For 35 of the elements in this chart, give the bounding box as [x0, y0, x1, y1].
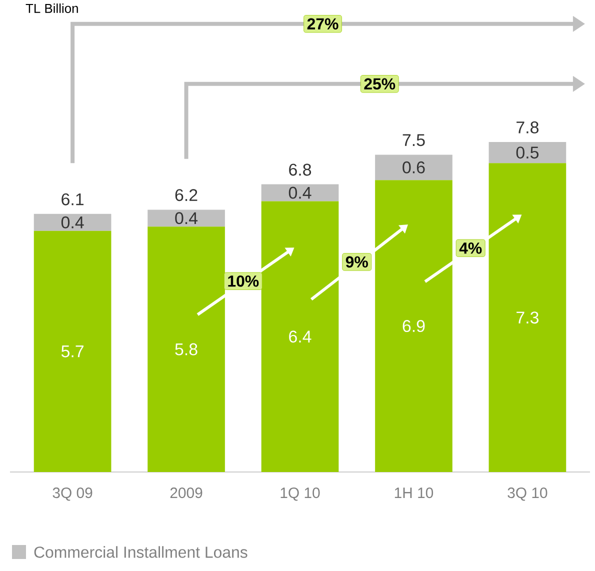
- total-label: 7.8: [516, 121, 538, 134]
- bar: [488, 142, 566, 164]
- total-label: 6.1: [62, 193, 84, 206]
- bar: [375, 154, 452, 180]
- data-label: 0.4: [61, 216, 84, 228]
- x-tick-label: 1H 10: [394, 488, 434, 498]
- text: TL Billion: [26, 4, 78, 14]
- data-label: 6.4: [289, 330, 312, 343]
- text: 27%: [307, 18, 338, 30]
- bar: [34, 230, 112, 472]
- data-label: 6.9: [402, 320, 425, 332]
- data-label: 5.8: [175, 343, 198, 356]
- x-tick-label: 3Q 09: [52, 488, 92, 501]
- x-tick-label: 3Q 10: [508, 488, 548, 501]
- annotation: 9%: [346, 256, 368, 268]
- bar: [34, 214, 112, 231]
- total-label: 6.8: [289, 164, 312, 176]
- x-tick-label: 1Q 10: [280, 488, 320, 501]
- data-label: 0.6: [402, 161, 425, 174]
- total-label: 6.2: [175, 189, 198, 202]
- data-label: 0.5: [516, 146, 539, 159]
- data-label: 0.4: [288, 186, 312, 199]
- bar: [261, 184, 339, 202]
- data-label: 0.4: [175, 212, 198, 224]
- data-label: 5.7: [61, 346, 84, 358]
- bar: [488, 163, 566, 472]
- text: 25%: [364, 78, 396, 90]
- annotation: 10%: [228, 275, 259, 287]
- total-label: 7.5: [402, 134, 425, 146]
- data-label: 7.3: [516, 312, 538, 324]
- legend-label: Commercial Installment Loans: [34, 546, 248, 558]
- bar: [375, 180, 452, 472]
- bar: [148, 210, 225, 227]
- x-tick-label: 2009: [170, 488, 202, 498]
- annotation: 4%: [459, 242, 482, 254]
